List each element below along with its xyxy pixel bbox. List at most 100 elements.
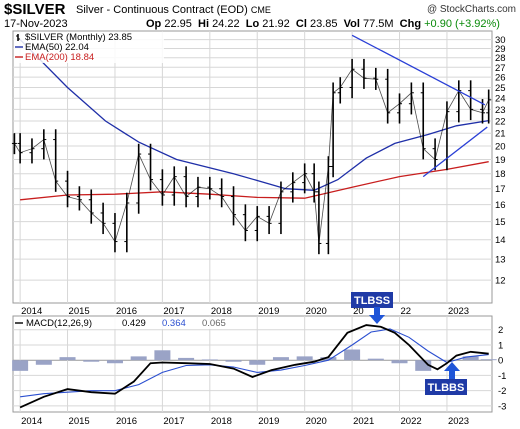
tlbss-arrow-icon [369, 307, 385, 324]
price-series [11, 34, 492, 255]
price-y-tick-label: 12 [495, 276, 506, 287]
macd-histogram-bar [320, 357, 337, 361]
volume-value: 77.5M [362, 18, 394, 30]
price-x-tick-label: 2017 [163, 306, 184, 317]
tlbbs-box [425, 379, 467, 395]
macd-histogram-bar [59, 357, 76, 361]
macd-grid [13, 316, 492, 412]
macd-histogram-bar [83, 360, 100, 362]
price-x-tick-label: 2023 [448, 306, 469, 317]
price-y-tick-label: 21 [495, 129, 506, 140]
tlbbs-arrow-icon [444, 362, 460, 379]
change-label: Chg [399, 18, 422, 30]
price-y-tick-label: 19 [495, 155, 506, 166]
price-x-axis: 2014 2015 2016 2017 2018 2019 2020 20 22 2023 [21, 306, 469, 317]
macd-histogram-bar [106, 360, 123, 364]
macd-x-tick-label: 2016 [116, 416, 137, 427]
price-y-tick-label: 22 [495, 117, 506, 128]
macd-histogram-bar [178, 357, 195, 361]
ema200-line [20, 161, 489, 201]
macd-x-tick-label: 2017 [163, 416, 184, 427]
price-x-tick-label: 2014 [21, 306, 42, 317]
low-value: 21.92 [262, 18, 290, 30]
macd-legend-value: 0.364 [162, 318, 186, 329]
macd-series [19, 324, 489, 409]
macd-legend-value: 0.065 [202, 318, 226, 329]
macd-histogram-bar [225, 360, 242, 362]
price-y-tick-label: 13 [495, 255, 506, 266]
contract-label: Silver - Continuous Contract (EOD) [76, 4, 248, 16]
price-y-tick-label: 27 [495, 63, 506, 74]
macd-histogram-bar [344, 349, 361, 361]
price-close-line [14, 68, 490, 244]
trendline [422, 126, 488, 178]
price-legend-item: $SILVER (Monthly) 23.85 [25, 32, 132, 43]
close-value: 23.85 [309, 18, 338, 30]
price-x-tick-label: 2016 [116, 306, 137, 317]
macd-histogram-bar [462, 356, 479, 361]
price-legend-item: EMA(200) 18.84 [25, 52, 94, 63]
macd-x-tick-label: 2023 [448, 416, 469, 427]
macd-y-tick-label: -3 [498, 401, 506, 412]
tlbbs-annotation: TLBBS [425, 362, 467, 395]
copyright-link[interactable]: @ StockCharts.com [426, 4, 516, 15]
price-x-tick-label: 2018 [211, 306, 232, 317]
price-x-tick-label: 20 [353, 306, 364, 317]
price-y-tick-label: 16 [495, 200, 506, 211]
macd-y-tick-label: 1 [498, 340, 503, 351]
volume-label: Vol [343, 18, 360, 30]
ohlc-readout: Op 22.95 Hi 24.22 Lo 21.92 Cl 23.85 Vol … [146, 18, 500, 30]
macd-histogram-bar [201, 359, 218, 361]
price-y-tick-label: 25 [495, 83, 506, 94]
macd-y-tick-label: 2 [498, 325, 503, 336]
macd-histogram-bar [367, 358, 384, 361]
price-x-tick-label: 2015 [69, 306, 90, 317]
high-value: 24.22 [212, 18, 240, 30]
macd-histogram-bar [415, 360, 432, 371]
macd-histogram-bar [35, 360, 52, 365]
price-y-tick-label: 24 [495, 94, 506, 105]
macd-x-tick-label: 2015 [69, 416, 90, 427]
price-x-tick-label: 22 [401, 306, 412, 317]
price-legend-bg [14, 32, 164, 63]
macd-y-tick-label: -1 [498, 371, 506, 382]
high-label: Hi [198, 18, 209, 30]
macd-histogram-bar [438, 360, 455, 361]
price-y-tick-label: 29 [495, 44, 506, 55]
macd-legend: MACD(12,26,9) 0.429 0.364 0.065 [14, 317, 254, 329]
price-grid [13, 31, 492, 303]
open-value: 22.95 [164, 18, 192, 30]
macd-x-tick-label: 2014 [21, 416, 42, 427]
macd-x-tick-label: 2019 [258, 416, 279, 427]
symbol-title: $SILVER [4, 1, 66, 18]
macd-x-tick-label: 2021 [353, 416, 374, 427]
price-x-tick-label: 2019 [258, 306, 279, 317]
quote-date: 17-Nov-2023 [4, 18, 68, 30]
price-plot-frame [12, 30, 493, 304]
macd-x-tick-label: 2022 [401, 416, 422, 427]
close-label: Cl [295, 18, 307, 30]
macd-histogram-bar [130, 356, 147, 361]
macd-x-tick-label: 2020 [306, 416, 327, 427]
macd-legend-value: 0.429 [122, 318, 146, 329]
macd-histogram-bar [249, 360, 266, 365]
low-label: Lo [245, 18, 260, 30]
macd-legend-bg [14, 317, 254, 329]
price-y-tick-label: 20 [495, 142, 506, 153]
price-legend-item: EMA(50) 22.04 [25, 42, 89, 53]
macd-histogram-bar [12, 360, 29, 371]
macd-histogram-bar [296, 356, 313, 361]
macd-histogram [12, 349, 497, 371]
price-x-tick-label: 2020 [306, 306, 327, 317]
macd-histogram-bar [480, 359, 497, 361]
macd-histogram-bar [272, 357, 289, 361]
change-value: +0.90 (+3.92%) [424, 18, 500, 30]
price-y-tick-label: 26 [495, 73, 506, 84]
price-y-tick-label: 28 [495, 53, 506, 64]
macd-histogram-bar [154, 350, 171, 361]
macd-legend-title: MACD(12,26,9) [26, 318, 92, 329]
macd-x-axis: 2014 2015 2016 2017 2018 2019 2020 2021 2022 2023 [21, 416, 469, 427]
macd-y-axis: -3 -2 -1 0 1 2 [498, 325, 506, 412]
macd-histogram-bar [391, 360, 408, 364]
